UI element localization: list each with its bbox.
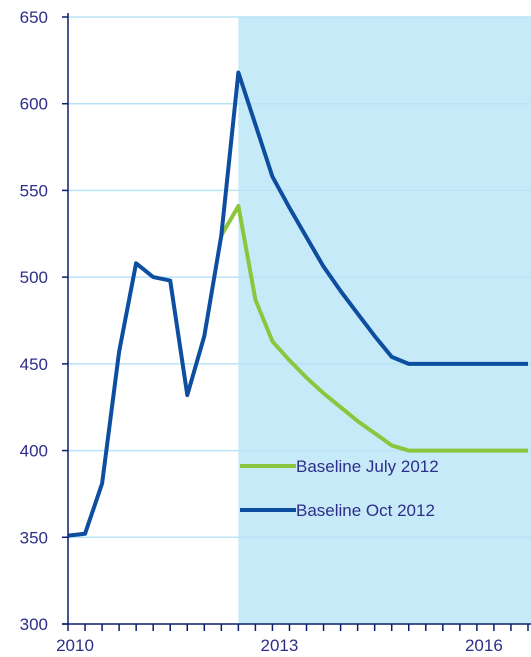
y-tick-label: 550 [20, 181, 48, 200]
forecast-shading [238, 17, 531, 624]
legend-label-1: Baseline Oct 2012 [296, 501, 435, 520]
x-tick-label: 2010 [56, 636, 94, 655]
axes: 300 350 400 450 500 550 600 650 2010 2013 2016 [20, 8, 531, 655]
x-tick-label: 2013 [261, 636, 299, 655]
y-tick-label: 450 [20, 355, 48, 374]
gridlines [68, 16, 531, 539]
y-tick-label: 650 [20, 8, 48, 27]
series-line-1 [67, 70, 528, 538]
legend: Baseline July 2012 Baseline Oct 2012 [240, 457, 439, 520]
series-line-0 [219, 204, 528, 453]
y-tick-label: 300 [20, 615, 48, 634]
forecast-region [238, 17, 531, 624]
y-tick-label: 350 [20, 528, 48, 547]
y-tick-label: 600 [20, 95, 48, 114]
y-tick-label: 400 [20, 442, 48, 461]
series-lines [67, 70, 528, 538]
x-tick-label: 2016 [465, 636, 503, 655]
legend-label-0: Baseline July 2012 [296, 457, 439, 476]
y-tick-label: 500 [20, 268, 48, 287]
